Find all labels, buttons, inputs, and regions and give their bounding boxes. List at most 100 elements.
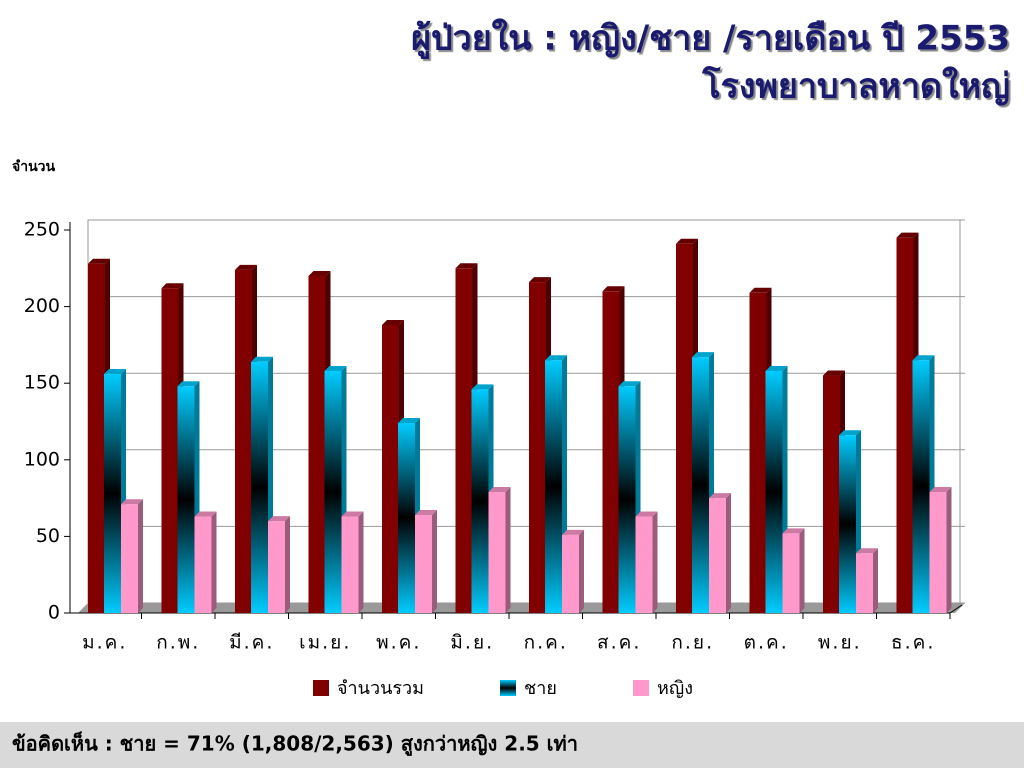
bar — [398, 423, 415, 613]
bar — [618, 386, 636, 613]
x-tick-label: ก.พ. — [156, 632, 200, 654]
bar — [177, 386, 195, 613]
bar — [382, 324, 399, 613]
bar-top — [692, 352, 714, 358]
bar-top — [709, 493, 731, 499]
x-tick-label: ก.ย. — [671, 632, 714, 654]
bar — [896, 237, 914, 613]
bar — [635, 516, 653, 613]
x-tick-label: ส.ค. — [597, 632, 641, 654]
bar — [912, 360, 930, 613]
bar-top — [235, 264, 257, 270]
bar — [471, 389, 489, 613]
bar-top — [194, 511, 217, 517]
chart-subtitle: โรงพยาบาลหาดใหญ่ — [701, 66, 1010, 107]
bar — [488, 491, 506, 613]
bar-side — [505, 486, 511, 613]
bar-side — [946, 486, 952, 613]
bar — [455, 268, 473, 613]
bar-top — [602, 286, 625, 292]
bar-side — [799, 528, 805, 613]
bar — [121, 504, 138, 613]
bar-top — [562, 529, 584, 535]
bar-top — [308, 270, 331, 276]
legend-label: จำนวนรวม — [337, 678, 424, 699]
x-tick-label: ก.ค. — [524, 632, 568, 654]
bar-side — [138, 499, 143, 613]
bar-side — [652, 511, 658, 613]
bar — [104, 374, 121, 613]
bar-top — [765, 365, 788, 371]
y-tick-label: 250 — [24, 219, 60, 241]
x-tick-label: มี.ค. — [229, 632, 274, 654]
legend-label: หญิง — [657, 678, 693, 699]
chart-title: ผู้ป่วยใน : หญิง/ชาย /รายเดือน ปี 2553 — [411, 18, 1010, 60]
bar — [529, 282, 546, 613]
bar-top — [635, 511, 658, 517]
bar-side — [432, 509, 437, 613]
bar — [709, 498, 726, 613]
plot-wall — [87, 219, 961, 604]
x-axis-depth — [949, 604, 963, 614]
bar — [749, 292, 767, 613]
legend-swatch — [633, 680, 649, 696]
x-tick-label: เม.ย. — [299, 632, 351, 654]
x-tick-label: มิ.ย. — [450, 632, 494, 654]
bar — [823, 375, 840, 613]
bar-side — [358, 511, 364, 613]
bar-top — [749, 287, 772, 293]
y-axis-label: จำนวน — [12, 159, 55, 175]
bar-top — [398, 418, 420, 424]
bar-side — [579, 529, 584, 613]
bar — [545, 360, 562, 613]
bar — [268, 521, 285, 613]
bar-top — [382, 319, 404, 325]
bar — [692, 357, 709, 613]
bar-top — [929, 486, 952, 492]
bar-top — [823, 370, 845, 376]
bar-top — [341, 511, 364, 517]
bar — [251, 361, 268, 613]
footnote: ข้อคิดเห็น : ชาย = 71% (1,808/2,563) สูง… — [12, 731, 578, 758]
bar — [235, 269, 252, 613]
x-tick-label: พ.ย. — [818, 632, 862, 654]
footer-band — [0, 722, 1024, 768]
bar — [929, 491, 947, 613]
bar — [341, 516, 359, 613]
x-tick-label: ม.ค. — [82, 632, 127, 654]
bar-top — [545, 355, 567, 361]
bar-top — [177, 381, 200, 387]
bar — [676, 243, 693, 613]
bar — [88, 263, 105, 613]
bar — [562, 534, 579, 613]
y-tick-label: 0 — [48, 602, 60, 624]
bar-top — [161, 283, 184, 289]
bar-top — [618, 381, 641, 387]
bar-side — [873, 548, 878, 613]
bar-top — [251, 356, 273, 362]
x-tick-label: ธ.ค. — [891, 632, 935, 654]
bar-top — [268, 516, 290, 522]
y-tick-label: 200 — [24, 295, 60, 317]
bar-side — [285, 516, 290, 613]
legend-label: ชาย — [524, 678, 557, 699]
bar-top — [88, 258, 110, 264]
bar-top — [912, 355, 935, 361]
bar — [856, 553, 873, 613]
bar-top — [856, 548, 878, 554]
bar — [415, 514, 432, 613]
bar-top — [839, 430, 861, 436]
bar — [782, 533, 800, 613]
bar-top — [782, 528, 805, 534]
bar-top — [676, 238, 698, 244]
bar — [602, 291, 620, 613]
legend-swatch — [500, 680, 516, 696]
bar-top — [896, 232, 919, 238]
y-tick-label: 50 — [36, 525, 60, 547]
bar — [324, 370, 342, 613]
bar-top — [415, 509, 437, 515]
bar — [161, 288, 179, 613]
bar-top — [455, 263, 478, 269]
x-tick-label: พ.ค. — [376, 632, 421, 654]
